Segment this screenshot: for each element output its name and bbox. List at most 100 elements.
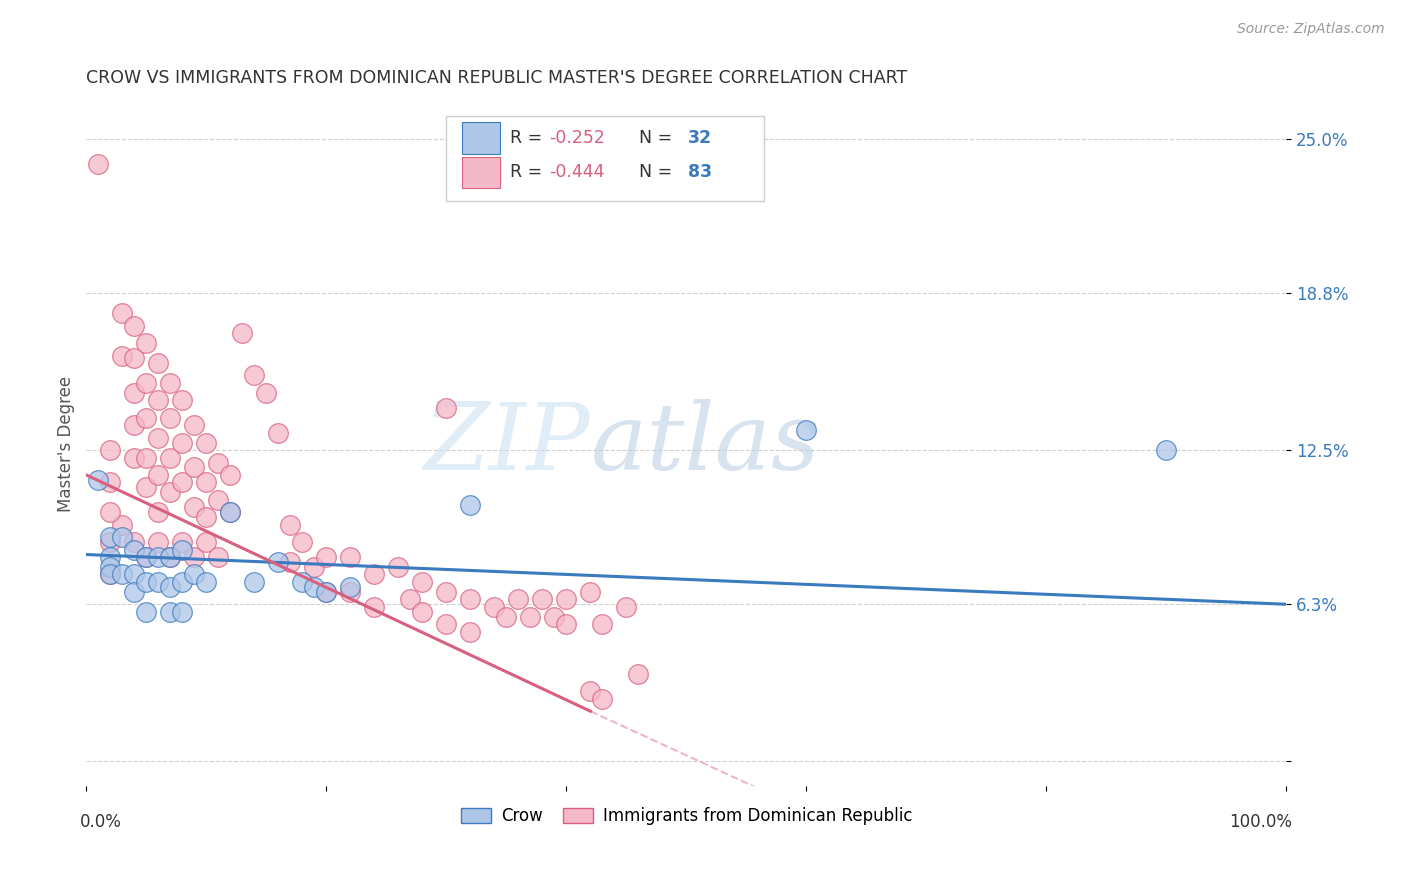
Point [484,599,506,614]
Point [183,418,205,433]
Point [411,574,433,589]
Point [207,549,229,564]
Point [148,393,170,408]
Point [135,376,157,390]
Point [172,574,194,589]
FancyBboxPatch shape [463,157,501,188]
Point [159,549,181,564]
Point [172,535,194,549]
Point [460,498,482,512]
Text: 100.0%: 100.0% [1229,814,1292,831]
Point [243,574,266,589]
Point [135,574,157,589]
Point [543,609,565,624]
Point [219,467,242,482]
Text: 83: 83 [688,163,711,181]
Text: 0.0%: 0.0% [80,814,122,831]
Point [243,368,266,383]
Point [98,443,121,458]
Point [159,549,181,564]
Point [519,609,541,624]
Point [387,560,409,574]
Text: 32: 32 [688,129,711,147]
Point [183,500,205,515]
Point [172,393,194,408]
Point [172,542,194,557]
Point [508,592,530,607]
Point [148,431,170,445]
Point [98,560,121,574]
Point [339,584,361,599]
Point [219,505,242,519]
Point [159,410,181,425]
Text: ZIP: ZIP [423,399,591,489]
Point [124,584,146,599]
Point [555,592,578,607]
Point [267,555,290,569]
Text: R =: R = [510,129,548,147]
Point [591,617,613,632]
Point [195,435,218,450]
Point [148,467,170,482]
Point [148,356,170,370]
Point [124,418,146,433]
Point [315,584,337,599]
Point [315,549,337,564]
Point [1156,443,1178,458]
Point [172,435,194,450]
Point [434,584,457,599]
Point [304,580,326,594]
Text: -0.444: -0.444 [550,163,605,181]
Point [796,423,818,437]
Point [98,535,121,549]
Point [124,351,146,365]
Point [98,505,121,519]
Point [627,666,650,681]
Point [207,492,229,507]
FancyBboxPatch shape [463,122,501,154]
Point [207,456,229,470]
Point [231,326,253,341]
Point [135,410,157,425]
Point [87,157,110,171]
Point [148,574,170,589]
Point [135,549,157,564]
Point [434,617,457,632]
Point [254,385,277,400]
Point [159,580,181,594]
Point [135,336,157,351]
Point [315,584,337,599]
Point [531,592,554,607]
Point [579,584,602,599]
Text: Source: ZipAtlas.com: Source: ZipAtlas.com [1237,22,1385,37]
Point [124,450,146,465]
Text: -0.252: -0.252 [550,129,606,147]
Point [495,609,517,624]
Point [304,560,326,574]
Text: CROW VS IMMIGRANTS FROM DOMINICAN REPUBLIC MASTER'S DEGREE CORRELATION CHART: CROW VS IMMIGRANTS FROM DOMINICAN REPUBL… [86,69,907,87]
Point [124,535,146,549]
Point [614,599,637,614]
Point [460,592,482,607]
Point [172,605,194,619]
Point [172,475,194,490]
Point [124,318,146,333]
Point [399,592,422,607]
Text: atlas: atlas [591,399,820,489]
Legend: Crow, Immigrants from Dominican Republic: Crow, Immigrants from Dominican Republic [454,801,918,832]
Point [291,535,314,549]
Point [135,549,157,564]
Point [363,567,385,582]
Point [98,567,121,582]
Point [434,401,457,415]
Point [267,425,290,440]
Point [183,549,205,564]
Point [195,574,218,589]
Point [219,505,242,519]
Y-axis label: Master's Degree: Master's Degree [58,376,75,512]
Point [111,349,134,363]
Point [98,567,121,582]
Point [148,505,170,519]
Point [111,306,134,320]
Text: R =: R = [510,163,548,181]
